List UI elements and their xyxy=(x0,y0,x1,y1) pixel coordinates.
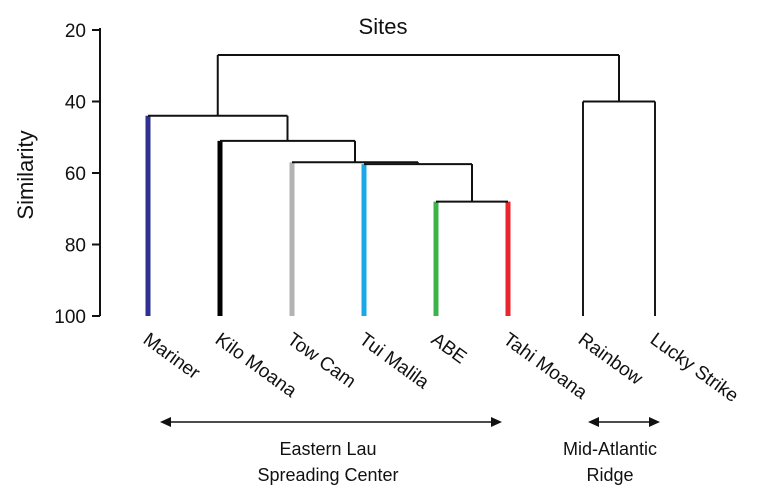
group-eastern-lau: Eastern Lau Spreading Center xyxy=(160,417,502,485)
leaf-label: Rainbow xyxy=(574,329,646,390)
arrowhead-left xyxy=(588,417,599,427)
y-axis-ticks: 20 40 60 80 100 xyxy=(54,21,100,328)
y-tick-label: 100 xyxy=(54,307,86,328)
group-label-line1: Eastern Lau xyxy=(279,439,376,459)
y-axis-title: Similarity xyxy=(13,130,38,219)
arrowhead-left xyxy=(160,417,171,427)
dendrogram-links xyxy=(145,54,656,316)
y-tick-label: 80 xyxy=(65,236,86,257)
group-label-line2: Spreading Center xyxy=(257,465,398,485)
leaf-label: Mariner xyxy=(139,329,204,384)
leaf-label: Tui Malila xyxy=(355,329,433,394)
group-label-line1: Mid-Atlantic xyxy=(563,439,657,459)
chart-title: Sites xyxy=(359,14,408,39)
arrowhead-right xyxy=(649,417,660,427)
y-tick-label: 60 xyxy=(65,164,86,185)
leaf-label: ABE xyxy=(427,329,470,368)
arrowhead-right xyxy=(491,417,502,427)
y-tick-label: 20 xyxy=(65,21,86,42)
group-label-line2: Ridge xyxy=(586,465,633,485)
y-tick-label: 40 xyxy=(65,93,86,114)
group-mid-atlantic: Mid-Atlantic Ridge xyxy=(563,417,660,485)
leaf-label: Lucky Strike xyxy=(646,329,742,407)
